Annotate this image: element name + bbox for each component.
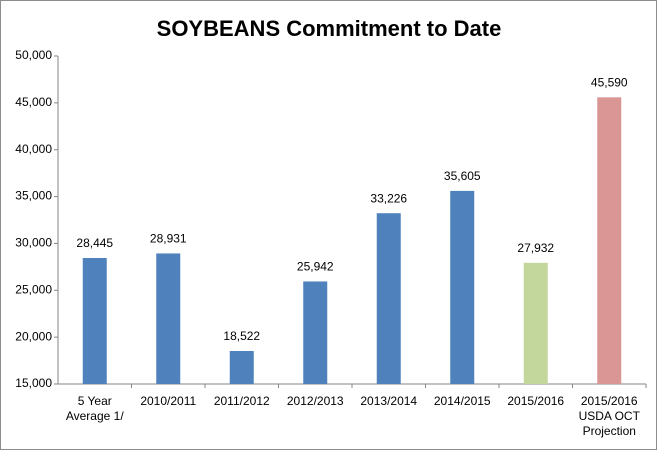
bar (450, 190, 475, 384)
bar (156, 253, 181, 384)
data-label: 33,226 (370, 191, 407, 205)
x-tick-label: 2014/2015 (433, 394, 491, 408)
y-tick-label: 40,000 (15, 142, 52, 156)
data-label: 28,931 (150, 232, 187, 246)
y-tick-label: 35,000 (15, 189, 52, 203)
y-tick-label: 45,000 (15, 95, 52, 109)
y-tick-label: 30,000 (15, 236, 52, 250)
data-label: 45,590 (591, 75, 628, 89)
chart-title: SOYBEANS Commitment to Date (157, 16, 502, 41)
bar (229, 350, 254, 384)
data-label: 35,605 (444, 169, 481, 183)
bar (597, 97, 622, 384)
x-tick-label: 5 Year Average 1/ (65, 394, 124, 423)
y-tick-label: 25,000 (15, 282, 52, 296)
x-tick-label: 2015/2016 USDA OCT Projection (578, 394, 640, 438)
data-label: 18,522 (223, 329, 260, 343)
x-tick-label: 2012/2013 (286, 394, 344, 408)
data-label: 27,932 (517, 241, 554, 255)
x-tick-label: 2013/2014 (360, 394, 418, 408)
x-tick-label: 2015/2016 (507, 394, 565, 408)
y-tick-label: 50,000 (15, 48, 52, 62)
y-tick-label: 15,000 (15, 376, 52, 390)
bar (303, 281, 328, 384)
y-tick-label: 20,000 (15, 329, 52, 343)
x-tick-label: 2011/2012 (213, 394, 270, 408)
x-tick-label: 2010/2011 (140, 394, 197, 408)
bar (523, 262, 548, 384)
data-label: 25,942 (297, 260, 334, 274)
bar (376, 213, 401, 384)
bar (82, 258, 107, 384)
data-label: 28,445 (76, 236, 113, 250)
